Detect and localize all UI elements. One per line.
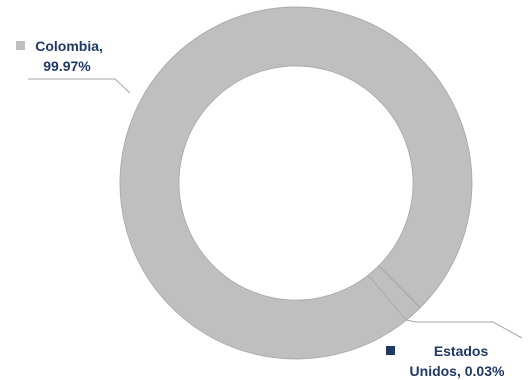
data-label-estados-unidos-line-1: Estados — [434, 343, 489, 359]
leader-lines — [28, 78, 523, 339]
label-swatch-colombia — [16, 41, 25, 50]
data-label-colombia-line-1: Colombia, — [35, 38, 103, 54]
slice-colombia — [119, 6, 473, 360]
leader-line-estados-unidos — [405, 319, 523, 339]
slice-boundary-line — [368, 275, 407, 321]
data-label-colombia: Colombia, 99.97% — [35, 38, 107, 74]
data-labels: Colombia, 99.97% Estados Unidos, 0.03% — [16, 38, 505, 379]
leader-line-colombia — [28, 78, 131, 94]
label-swatch-estados-unidos — [386, 346, 395, 355]
donut-slices — [119, 6, 473, 360]
data-label-estados-unidos: Estados Unidos, 0.03% — [410, 343, 505, 379]
data-label-estados-unidos-line-2: Unidos, 0.03% — [410, 363, 505, 379]
data-label-colombia-line-2: 99.97% — [43, 58, 91, 74]
